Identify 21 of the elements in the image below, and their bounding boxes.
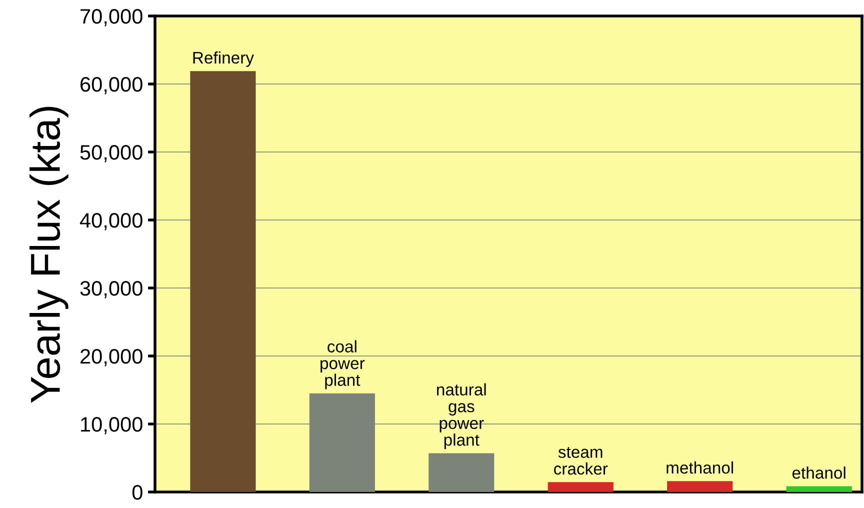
bar — [428, 453, 494, 492]
x-tick-label: coal power plant — [320, 340, 365, 390]
bar — [190, 71, 256, 492]
x-tick-label: Refinery — [193, 51, 254, 67]
y-axis-title: Yearly Flux (kta) — [30, 106, 68, 403]
x-tick-label: methanol — [666, 461, 734, 474]
y-tick-label: 70,000 — [80, 9, 142, 26]
y-tick-label: 50,000 — [80, 145, 142, 162]
bar — [667, 481, 733, 492]
y-tick-label: 30,000 — [80, 281, 142, 298]
y-tick-label: 20,000 — [80, 349, 142, 366]
y-tick-label: 0 — [132, 485, 142, 500]
y-tick-label: 10,000 — [81, 417, 142, 434]
bar — [309, 393, 375, 492]
y-tick-label: 40,000 — [80, 213, 142, 230]
x-tick-label: natural gas power plant — [437, 383, 486, 450]
bar — [786, 486, 852, 492]
x-tick-label: steam cracker — [554, 446, 608, 475]
bar — [548, 482, 614, 492]
y-tick-label: 60,000 — [80, 77, 142, 94]
x-tick-label: ethanol — [792, 466, 846, 479]
